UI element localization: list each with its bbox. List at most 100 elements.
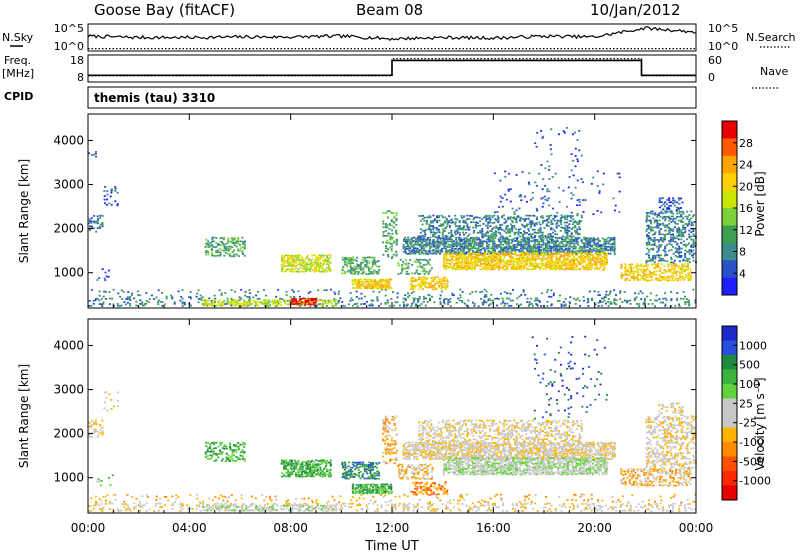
range-cell <box>491 216 494 219</box>
range-cell <box>368 262 371 265</box>
range-cell <box>262 509 265 512</box>
range-cell <box>670 258 673 261</box>
range-cell <box>571 264 574 267</box>
range-cell <box>432 226 435 229</box>
range-cell <box>334 300 337 303</box>
range-cell <box>573 506 576 509</box>
range-cell <box>531 221 534 224</box>
range-cell <box>527 217 530 220</box>
range-cell <box>210 248 213 250</box>
range-cell <box>551 176 554 178</box>
range-cell <box>619 290 622 293</box>
range-cell <box>205 251 208 254</box>
range-cell <box>605 249 608 252</box>
range-cell <box>459 268 462 271</box>
range-cell <box>668 219 671 222</box>
range-cell <box>287 261 290 264</box>
range-cell <box>632 272 635 275</box>
range-cell <box>573 266 576 269</box>
range-cell <box>665 210 668 213</box>
range-cell <box>668 204 671 207</box>
range-cell <box>278 300 281 303</box>
range-cell <box>690 254 693 257</box>
range-cell <box>376 260 379 263</box>
range-cell <box>384 287 387 290</box>
range-cell <box>116 303 119 305</box>
range-cell <box>658 270 661 272</box>
range-cell <box>599 260 602 263</box>
range-cell <box>568 254 571 257</box>
range-cell <box>630 269 633 271</box>
range-cell <box>447 238 450 241</box>
range-cell <box>467 259 470 262</box>
range-cell <box>570 235 573 237</box>
range-cell <box>563 304 566 307</box>
range-cell <box>277 304 280 306</box>
range-cell <box>688 261 691 264</box>
range-cell <box>518 256 521 258</box>
range-cell <box>658 244 661 247</box>
range-cell <box>502 250 505 253</box>
range-cell <box>424 304 427 307</box>
range-cell <box>297 259 300 262</box>
range-cell <box>576 199 579 202</box>
range-cell <box>442 224 445 227</box>
range-cell <box>577 252 580 254</box>
range-cell <box>437 228 440 231</box>
range-cell <box>563 257 566 260</box>
range-cell <box>505 251 508 254</box>
range-cell <box>90 154 93 156</box>
range-cell <box>613 249 616 252</box>
range-cell <box>507 218 510 220</box>
range-cell <box>248 296 251 298</box>
range-cell <box>640 275 643 278</box>
range-cell <box>292 291 295 293</box>
range-cell <box>455 262 458 265</box>
range-cell <box>374 283 377 286</box>
range-cell <box>204 301 207 304</box>
range-cell <box>686 215 689 218</box>
range-cell <box>534 264 537 267</box>
range-cell <box>678 305 681 307</box>
range-cell <box>553 266 556 269</box>
range-cell <box>554 266 557 269</box>
range-cell <box>352 268 355 271</box>
range-cell <box>512 246 515 248</box>
range-cell <box>301 261 304 264</box>
range-cell <box>313 261 316 264</box>
range-cell <box>177 290 180 293</box>
range-cell <box>578 204 581 206</box>
range-cell <box>361 258 364 261</box>
range-cell <box>150 294 153 297</box>
range-cell <box>526 297 529 300</box>
range-cell <box>237 237 240 239</box>
range-cell <box>535 207 538 210</box>
range-cell <box>504 252 507 254</box>
range-cell <box>576 232 579 234</box>
range-cell <box>596 210 599 212</box>
range-cell <box>499 252 502 255</box>
range-cell <box>253 299 256 302</box>
range-cell <box>502 264 505 267</box>
range-cell <box>312 301 315 304</box>
range-cell <box>675 270 678 273</box>
range-cell <box>391 245 394 248</box>
range-cell <box>536 209 539 212</box>
range-cell <box>648 256 651 259</box>
range-cell <box>629 303 632 305</box>
range-cell <box>682 298 685 300</box>
range-cell <box>439 237 442 239</box>
range-cell <box>513 213 516 215</box>
range-cell <box>426 278 429 281</box>
range-cell <box>240 497 243 500</box>
range-cell <box>108 202 111 205</box>
range-cell <box>640 263 643 266</box>
range-cell <box>649 276 652 278</box>
range-cell <box>550 240 553 243</box>
range-cell <box>110 191 113 194</box>
range-cell <box>449 301 452 303</box>
range-cell <box>461 249 464 252</box>
range-cell <box>426 241 429 244</box>
range-cell <box>412 509 415 512</box>
range-cell <box>357 287 360 290</box>
